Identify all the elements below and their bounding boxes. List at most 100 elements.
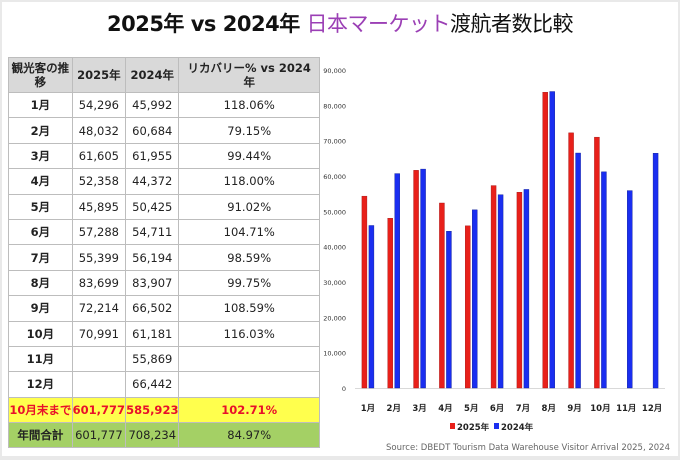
x-tick-label: 12月: [642, 404, 662, 414]
month-cell: 12月: [8, 371, 73, 398]
value-2025-cell: [71, 371, 127, 398]
column-header: リカバリー% vs 2024年: [178, 57, 320, 93]
value-2025-cell: 54,296: [71, 91, 127, 119]
bar-2024: [394, 173, 400, 389]
value-2025-cell: 55,399: [71, 244, 127, 271]
x-tick-label: 9月: [567, 404, 581, 414]
legend-label: 2024年: [501, 422, 534, 433]
month-cell: 1月: [8, 91, 73, 119]
bar-2025: [413, 170, 419, 389]
bar-2025: [439, 202, 445, 389]
recovery-cell: 91.02%: [178, 193, 320, 220]
y-tick-label: 40,000: [323, 244, 346, 252]
recovery-cell: 79.15%: [178, 117, 320, 144]
month-cell: 3月: [8, 142, 73, 170]
bar-2024: [497, 194, 504, 389]
bar-2024: [575, 152, 581, 389]
y-tick-label: 80,000: [323, 102, 346, 110]
value-2024-cell: 585,923: [125, 396, 180, 424]
value-2024-cell: 56,194: [125, 244, 180, 271]
x-tick-label: 10月: [590, 404, 610, 414]
x-tick-label: 6月: [490, 404, 504, 414]
value-2025-cell: 601,777: [71, 396, 127, 424]
value-2024-cell: 45,992: [125, 91, 180, 119]
month-cell: 2月: [8, 117, 73, 144]
recovery-cell: 84.97%: [178, 422, 320, 449]
title-part1: 2025年 vs 2024年: [106, 12, 307, 36]
recovery-cell: 98.59%: [178, 244, 320, 271]
recovery-cell: 102.71%: [178, 396, 320, 424]
month-cell: 10月: [8, 320, 73, 347]
legend-swatch: [450, 423, 455, 429]
recovery-cell: 99.75%: [178, 269, 320, 297]
month-cell: 5月: [8, 193, 73, 220]
recovery-cell: 104.71%: [178, 218, 320, 246]
bar-2024: [420, 168, 426, 389]
value-2025-cell: 48,032: [71, 117, 127, 144]
x-tick-label: 2月: [387, 404, 401, 414]
x-tick-label: 8月: [542, 404, 556, 414]
y-tick-label: 70,000: [323, 138, 346, 146]
ytd-row: 10月末まで 601,777 585,923 102.71%: [8, 396, 320, 424]
value-2024-cell: 708,234: [125, 422, 180, 449]
table-row: 9月 72,214 66,502 108.59%: [8, 295, 320, 322]
bar-2025: [465, 225, 471, 389]
month-cell: 年間合計: [8, 422, 73, 449]
bar-2025: [568, 132, 574, 389]
column-header: 2025年: [71, 57, 127, 93]
title-highlight: 日本マーケット: [306, 12, 451, 36]
recovery-cell: [178, 371, 320, 398]
title-part2: 渡航者数比較: [450, 12, 574, 36]
y-tick-label: 60,000: [323, 173, 346, 181]
y-tick-label: 0: [342, 385, 346, 393]
table-row: 12月 66,442: [8, 371, 320, 398]
bar-2025: [387, 218, 393, 389]
month-cell: 8月: [8, 269, 73, 297]
x-tick-label: 7月: [516, 404, 530, 414]
bar-2024: [549, 91, 555, 389]
value-2025-cell: 72,214: [71, 295, 127, 322]
bar-2025: [490, 185, 497, 389]
legend-label: 2025年: [457, 422, 490, 433]
bar-2024: [472, 209, 478, 389]
table-row: 4月 52,358 44,372 118.00%: [8, 168, 320, 195]
value-2025-cell: 601,777: [71, 422, 127, 449]
recovery-cell: 116.03%: [178, 320, 320, 347]
value-2024-cell: 66,502: [125, 295, 180, 322]
month-cell: 11月: [8, 345, 73, 373]
table-row: 1月 54,296 45,992 118.06%: [8, 91, 320, 119]
table-row: 7月 55,399 56,194 98.59%: [8, 244, 320, 271]
source-note: Source: DBEDT Tourism Data Warehouse Vis…: [386, 443, 670, 453]
x-tick-label: 4月: [438, 404, 452, 414]
value-2024-cell: 44,372: [125, 168, 180, 195]
value-2025-cell: 70,991: [71, 320, 127, 347]
bar-2025: [594, 136, 600, 389]
visitor-table: 観光客の推移 2025年 2024年 リカバリー% vs 2024年 1月 54,296…: [8, 57, 320, 449]
bar-2025: [361, 195, 368, 389]
column-header: 2024年: [125, 57, 180, 93]
value-2024-cell: 54,711: [125, 218, 180, 246]
month-cell: 9月: [8, 295, 73, 322]
value-2024-cell: 55,869: [125, 345, 180, 373]
bar-2024: [601, 171, 607, 389]
value-2024-cell: 66,442: [125, 371, 180, 398]
recovery-cell: 99.44%: [178, 142, 320, 170]
column-header: 観光客の推移: [8, 57, 73, 93]
value-2025-cell: 83,699: [71, 269, 127, 297]
legend-swatch: [494, 423, 499, 429]
page-title: 2025年 vs 2024年 日本マーケット渡航者数比較: [0, 8, 680, 38]
bar-chart: 0 10,000 20,000 30,000 40,000 50,000 60,000 70,…: [323, 67, 665, 433]
total-row: 年間合計 601,777 708,234 84.97%: [8, 422, 320, 449]
x-tick-label: 11月: [616, 404, 636, 414]
bar-2024: [446, 231, 452, 389]
value-2024-cell: 60,684: [125, 117, 180, 144]
value-2024-cell: 61,181: [125, 320, 180, 347]
table-row: 6月 57,288 54,711 104.71%: [8, 218, 320, 246]
value-2024-cell: 61,955: [125, 142, 180, 170]
value-2024-cell: 50,425: [125, 193, 180, 220]
recovery-cell: [178, 345, 320, 373]
recovery-cell: 118.06%: [178, 91, 320, 119]
table-row: 5月 45,895 50,425 91.02%: [8, 193, 320, 220]
month-cell: 7月: [8, 244, 73, 271]
bar-2024: [627, 190, 633, 389]
